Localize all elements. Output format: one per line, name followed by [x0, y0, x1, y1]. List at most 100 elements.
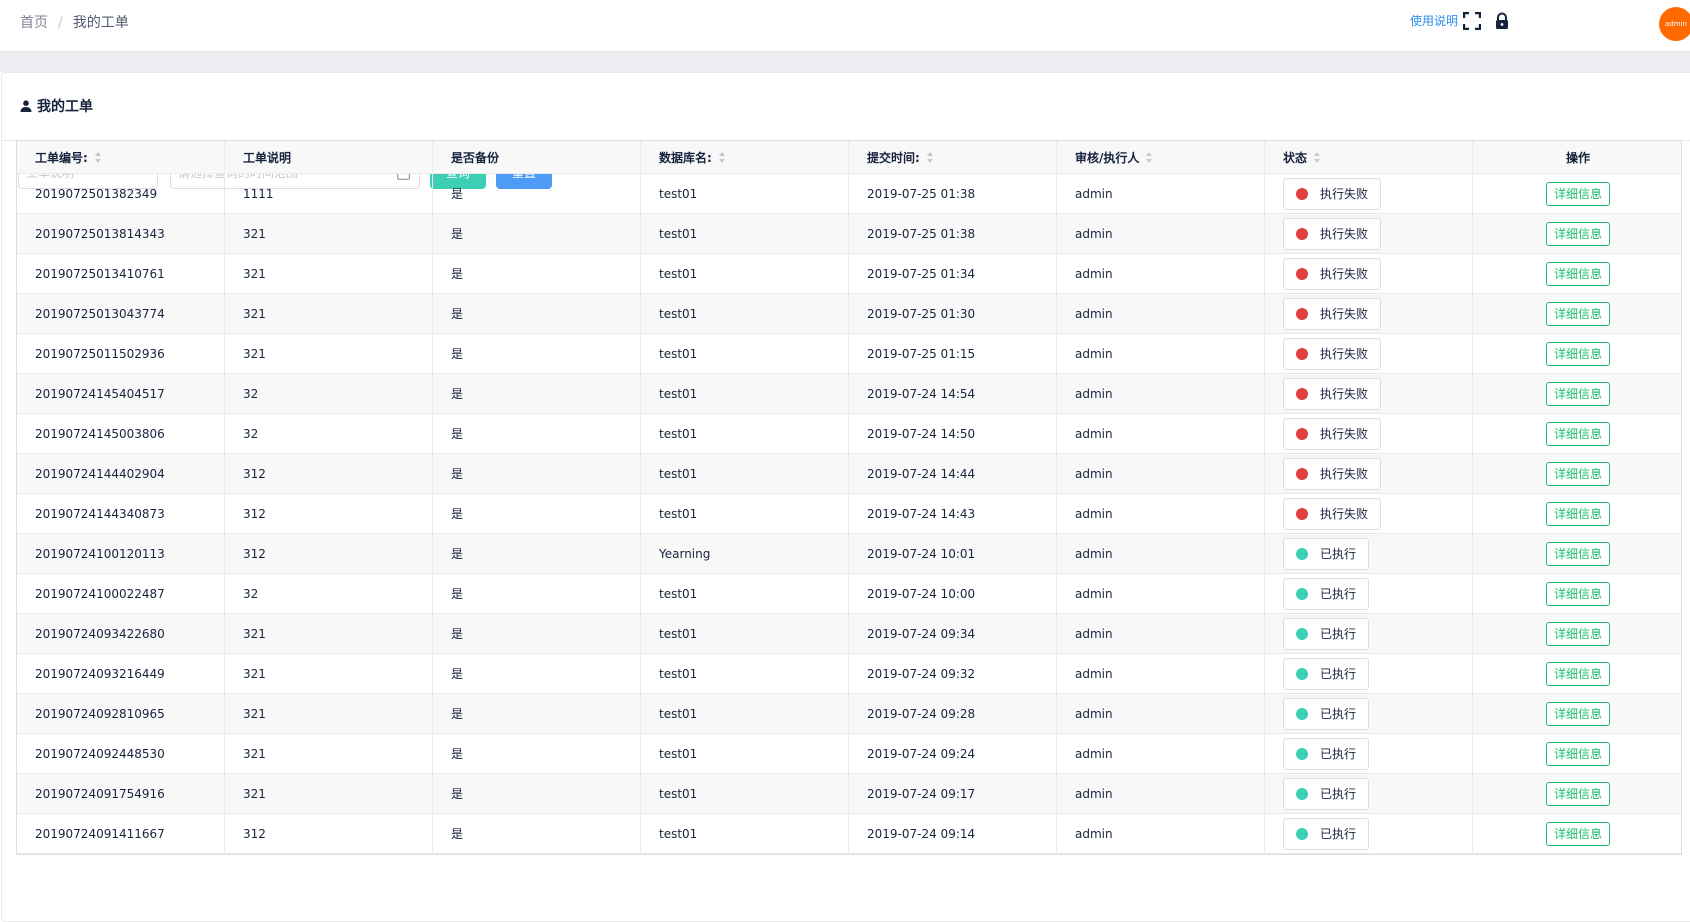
status-cell: 执行失败	[1265, 294, 1473, 333]
table-row: 20190724091754916 321 是 test01 2019-07-24 09…	[17, 774, 1681, 814]
status-label: 执行失败	[1320, 427, 1369, 441]
ticket-desc-cell: 321	[225, 734, 433, 773]
executor-cell: admin	[1057, 614, 1265, 653]
ticket-id-cell: 20190724144402904	[17, 454, 225, 493]
breadcrumb-home[interactable]: 首页	[20, 15, 48, 31]
avatar[interactable]: admin	[1659, 7, 1690, 41]
detail-button[interactable]: 详细信息	[1545, 781, 1610, 806]
detail-button[interactable]: 详细信息	[1545, 301, 1610, 326]
executor-cell: admin	[1057, 214, 1265, 253]
executor-cell: admin	[1057, 174, 1265, 213]
detail-button[interactable]: 详细信息	[1545, 501, 1610, 526]
submit-time-cell: 2019-07-24 14:44	[849, 454, 1057, 493]
status-cell: 已执行	[1265, 534, 1473, 573]
status-cell: 执行失败	[1265, 454, 1473, 493]
column-header[interactable]: 状态	[1265, 141, 1473, 173]
detail-button[interactable]: 详细信息	[1545, 741, 1610, 766]
fullscreen-icon[interactable]	[1463, 12, 1481, 30]
table-row: 20190724145404517 32 是 test01 2019-07-24 14:…	[17, 374, 1681, 414]
detail-button[interactable]: 详细信息	[1545, 461, 1610, 486]
backup-flag-cell: 是	[433, 174, 641, 213]
ticket-desc-cell: 312	[225, 494, 433, 533]
table-row: 20190724144402904 312 是 test01 2019-07-24 14…	[17, 454, 1681, 494]
backup-flag-cell: 是	[433, 294, 641, 333]
status-cell: 执行失败	[1265, 174, 1473, 213]
database-name-cell: test01	[641, 694, 849, 733]
detail-button[interactable]: 详细信息	[1545, 261, 1610, 286]
ticket-id-cell: 20190725013043774	[17, 294, 225, 333]
column-header[interactable]: 提交时间:	[849, 141, 1057, 173]
ticket-id-cell: 20190724092448530	[17, 734, 225, 773]
table-row: 20190724092810965 321 是 test01 2019-07-24 09…	[17, 694, 1681, 734]
ticket-desc-cell: 321	[225, 654, 433, 693]
database-name-cell: test01	[641, 254, 849, 293]
detail-button[interactable]: 详细信息	[1545, 181, 1610, 206]
status-badge: 已执行	[1283, 617, 1370, 650]
ticket-desc-cell: 321	[225, 694, 433, 733]
ticket-id-cell: 20190724092810965	[17, 694, 225, 733]
column-header-label: 数据库名:	[659, 150, 712, 165]
database-name-cell: test01	[641, 334, 849, 373]
table-row: 20190724091411667 312 是 test01 2019-07-24 09…	[17, 814, 1681, 854]
submit-time-cell: 2019-07-24 14:43	[849, 494, 1057, 533]
lock-icon[interactable]	[1494, 12, 1510, 30]
sort-icon[interactable]	[926, 151, 934, 163]
column-header[interactable]: 审核/执行人	[1057, 141, 1265, 173]
status-cell: 已执行	[1265, 574, 1473, 613]
ticket-id-cell: 20190724100120113	[17, 534, 225, 573]
executor-cell: admin	[1057, 734, 1265, 773]
database-name-cell: test01	[641, 574, 849, 613]
status-label: 已执行	[1320, 667, 1357, 681]
status-badge: 执行失败	[1283, 297, 1382, 330]
card-title-text: 我的工单	[37, 99, 93, 115]
database-name-cell: test01	[641, 374, 849, 413]
status-badge: 已执行	[1283, 577, 1370, 610]
status-dot-icon	[1296, 787, 1308, 800]
status-dot-icon	[1296, 507, 1308, 520]
ticket-id-cell: 20190724091754916	[17, 774, 225, 813]
status-badge: 已执行	[1283, 737, 1370, 770]
backup-flag-cell: 是	[433, 334, 641, 373]
sort-icon[interactable]	[1314, 151, 1321, 163]
column-header[interactable]: 数据库名:	[641, 141, 849, 173]
detail-button[interactable]: 详细信息	[1545, 661, 1610, 686]
status-cell: 已执行	[1265, 654, 1473, 693]
status-cell: 已执行	[1265, 774, 1473, 813]
sort-icon[interactable]	[94, 151, 102, 163]
backup-flag-cell: 是	[433, 654, 641, 693]
action-cell: 详细信息	[1473, 574, 1683, 613]
detail-button[interactable]: 详细信息	[1545, 701, 1610, 726]
executor-cell: admin	[1057, 334, 1265, 373]
submit-time-cell: 2019-07-25 01:38	[849, 174, 1057, 213]
status-cell: 已执行	[1265, 694, 1473, 733]
breadcrumb: 首页 / 我的工单	[20, 14, 129, 32]
ticket-desc-cell: 32	[225, 374, 433, 413]
detail-button[interactable]: 详细信息	[1545, 341, 1610, 366]
sort-icon[interactable]	[718, 151, 726, 163]
detail-button[interactable]: 详细信息	[1545, 621, 1610, 646]
detail-button[interactable]: 详细信息	[1545, 221, 1610, 246]
column-header[interactable]: 工单编号:	[17, 141, 225, 173]
detail-button[interactable]: 详细信息	[1545, 421, 1610, 446]
detail-button[interactable]: 详细信息	[1545, 821, 1610, 846]
status-cell: 执行失败	[1265, 334, 1473, 373]
table-row: 20190724100120113 312 是 Yearning 2019-07-24 …	[17, 534, 1681, 574]
ticket-desc-cell: 321	[225, 334, 433, 373]
detail-button[interactable]: 详细信息	[1545, 381, 1610, 406]
backup-flag-cell: 是	[433, 494, 641, 533]
ticket-id-cell: 20190724093216449	[17, 654, 225, 693]
ticket-id-cell: 20190724091411667	[17, 814, 225, 853]
column-header: 操作	[1473, 141, 1683, 173]
executor-cell: admin	[1057, 454, 1265, 493]
detail-button[interactable]: 详细信息	[1545, 581, 1610, 606]
detail-button[interactable]: 详细信息	[1545, 541, 1610, 566]
status-dot-icon	[1296, 187, 1308, 200]
column-header: 是否备份	[433, 141, 641, 173]
status-badge: 执行失败	[1283, 497, 1382, 530]
sort-icon[interactable]	[1146, 151, 1153, 163]
help-link[interactable]: 使用说明	[1410, 14, 1459, 28]
ticket-id-cell: 2019072501382349	[17, 174, 225, 213]
status-dot-icon	[1296, 427, 1308, 440]
database-name-cell: test01	[641, 294, 849, 333]
action-cell: 详细信息	[1473, 534, 1683, 573]
